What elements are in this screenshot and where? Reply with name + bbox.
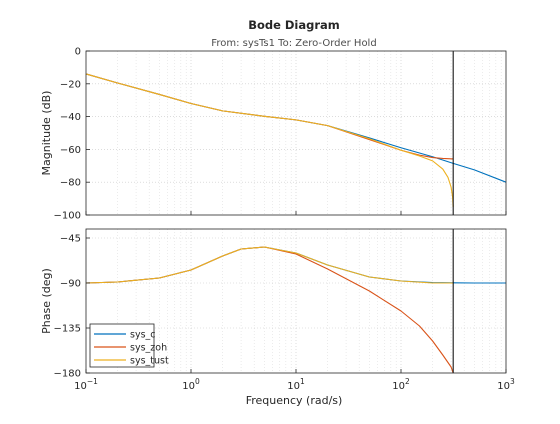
- x-tick-label: 101: [287, 377, 305, 392]
- legend-entry-sys-c: sys_c: [130, 330, 156, 341]
- y-tick-label: −80: [60, 178, 81, 189]
- y-tick-label: −135: [54, 324, 81, 335]
- legend-entry-sys-tust: sys_tust: [130, 356, 169, 367]
- magnitude-y-axis-label: Magnitude (dB): [40, 91, 53, 176]
- phase-series: [85, 229, 506, 374]
- y-tick-label: 0: [75, 47, 81, 58]
- y-tick-label: −60: [60, 145, 81, 156]
- phase-panel: −45 −90 −135 −180 Phase (deg): [40, 228, 507, 380]
- phase-series-sys-tust: [85, 246, 454, 284]
- frequency-x-ticks: 10−1 100 101 102 103: [74, 377, 515, 392]
- chart-title: Bode Diagram: [248, 18, 340, 32]
- y-tick-label: −180: [54, 369, 81, 380]
- y-tick-label: −45: [60, 234, 81, 245]
- magnitude-panel: 0 −20 −40 −60 −80 −100 Magnitude (dB): [40, 47, 507, 222]
- y-tick-label: −40: [60, 112, 81, 123]
- y-tick-label: −90: [60, 279, 81, 290]
- magnitude-axes-frame: [85, 50, 507, 216]
- phase-y-axis-label: Phase (deg): [40, 268, 53, 334]
- x-tick-label: 103: [497, 377, 515, 392]
- magnitude-y-ticks: 0 −20 −40 −60 −80 −100: [54, 47, 507, 222]
- legend-entry-sys-zoh: sys_zoh: [130, 343, 167, 354]
- y-tick-label: −20: [60, 79, 81, 90]
- x-axis-label: Frequency (rad/s): [246, 394, 343, 407]
- y-tick-label: −100: [54, 211, 81, 222]
- chart-subtitle: From: sysTs1 To: Zero-Order Hold: [211, 38, 376, 49]
- magnitude-series-sys-tust: [85, 73, 454, 207]
- legend: sys_c sys_zoh sys_tust: [89, 323, 169, 368]
- magnitude-series: [85, 51, 507, 215]
- x-tick-label: 102: [392, 377, 410, 392]
- magnitude-grid: [86, 51, 506, 215]
- x-tick-label: 100: [182, 377, 200, 392]
- x-tick-label: 10−1: [74, 377, 98, 392]
- phase-axes-frame: [85, 228, 507, 374]
